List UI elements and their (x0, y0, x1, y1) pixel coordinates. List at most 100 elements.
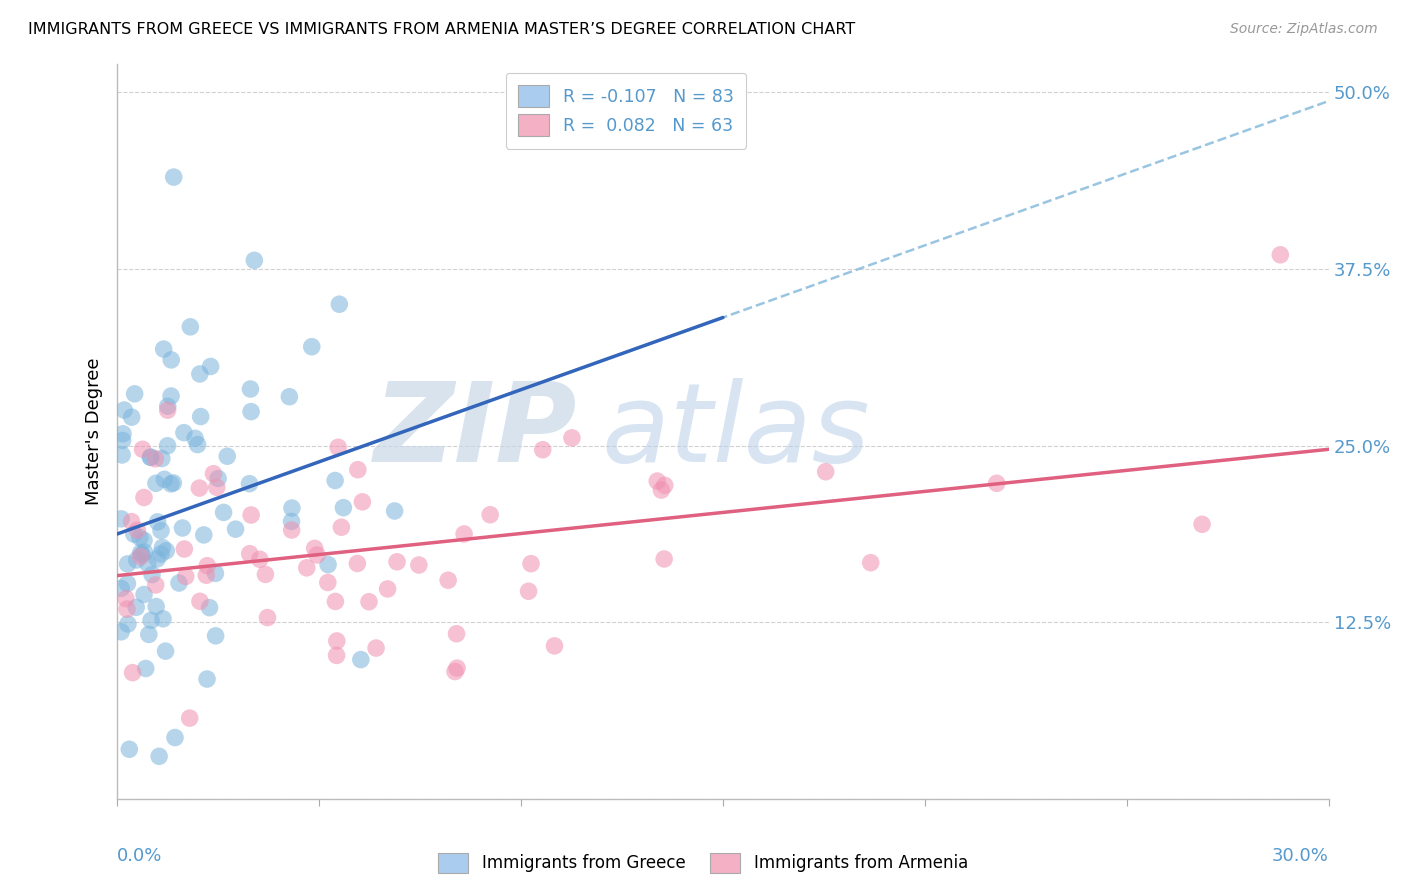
Point (145, 476, 167, 491)
Point (193, 528, 215, 542)
Text: atlas: atlas (602, 378, 870, 485)
Point (328, 440, 350, 454)
Point (179, 319, 201, 334)
Point (654, 478, 676, 492)
Point (453, 527, 475, 541)
Point (174, 569, 197, 583)
Text: 30.0%: 30.0% (1272, 847, 1329, 865)
Point (240, 404, 263, 418)
Point (146, 515, 169, 529)
Point (131, 442, 153, 457)
Point (155, 644, 177, 658)
Point (138, 627, 160, 641)
Point (325, 648, 347, 663)
Point (280, 515, 302, 529)
Point (124, 387, 146, 401)
Point (139, 450, 162, 465)
Point (118, 742, 141, 756)
Point (520, 557, 543, 571)
Point (160, 389, 183, 403)
Point (561, 431, 583, 445)
Point (301, 340, 323, 354)
Point (146, 552, 169, 566)
Point (316, 558, 339, 572)
Point (281, 501, 304, 516)
Point (150, 451, 173, 466)
Point (110, 512, 132, 526)
Point (127, 523, 149, 537)
Point (129, 531, 152, 545)
Point (110, 582, 132, 596)
Point (645, 474, 668, 488)
Point (330, 520, 353, 534)
Point (543, 639, 565, 653)
Point (859, 556, 882, 570)
Point (323, 474, 346, 488)
Point (145, 578, 167, 592)
Point (117, 576, 139, 591)
Point (173, 425, 195, 440)
Point (195, 672, 218, 686)
Point (117, 557, 139, 571)
Point (212, 505, 235, 519)
Point (326, 634, 349, 648)
Text: ZIP: ZIP (374, 378, 578, 485)
Point (167, 576, 190, 591)
Point (479, 508, 502, 522)
Point (110, 624, 132, 639)
Point (217, 449, 239, 463)
Point (278, 390, 301, 404)
Point (121, 410, 143, 425)
Point (814, 465, 837, 479)
Point (155, 543, 177, 558)
Point (384, 504, 406, 518)
Point (117, 617, 139, 632)
Point (352, 495, 374, 509)
Point (204, 566, 226, 581)
Point (129, 546, 152, 560)
Point (129, 549, 152, 564)
Point (112, 403, 135, 417)
Point (160, 352, 183, 367)
Point (163, 170, 186, 185)
Point (152, 342, 174, 356)
Point (143, 451, 166, 466)
Point (328, 297, 350, 311)
Point (446, 626, 468, 640)
Point (136, 557, 159, 571)
Y-axis label: Master's Degree: Master's Degree (86, 358, 103, 505)
Point (152, 612, 174, 626)
Point (531, 442, 554, 457)
Point (150, 541, 173, 555)
Point (446, 661, 468, 675)
Point (145, 599, 167, 614)
Point (121, 665, 143, 680)
Point (111, 426, 134, 441)
Point (316, 575, 339, 590)
Point (243, 253, 266, 268)
Point (239, 382, 262, 396)
Point (200, 359, 222, 374)
Point (304, 541, 326, 556)
Point (650, 483, 672, 497)
Point (163, 731, 186, 745)
Point (188, 594, 211, 608)
Point (160, 476, 183, 491)
Point (195, 558, 218, 573)
Text: IMMIGRANTS FROM GREECE VS IMMIGRANTS FROM ARMENIA MASTER’S DEGREE CORRELATION CH: IMMIGRANTS FROM GREECE VS IMMIGRANTS FRO… (28, 22, 855, 37)
Point (385, 555, 408, 569)
Point (179, 711, 201, 725)
Point (444, 665, 467, 679)
Point (125, 553, 148, 567)
Point (139, 614, 162, 628)
Point (132, 491, 155, 505)
Point (207, 471, 229, 485)
Point (240, 508, 263, 522)
Point (357, 595, 380, 609)
Point (198, 600, 221, 615)
Point (139, 450, 162, 464)
Point (225, 522, 247, 536)
Point (254, 567, 277, 582)
Point (115, 602, 138, 616)
Point (187, 437, 209, 451)
